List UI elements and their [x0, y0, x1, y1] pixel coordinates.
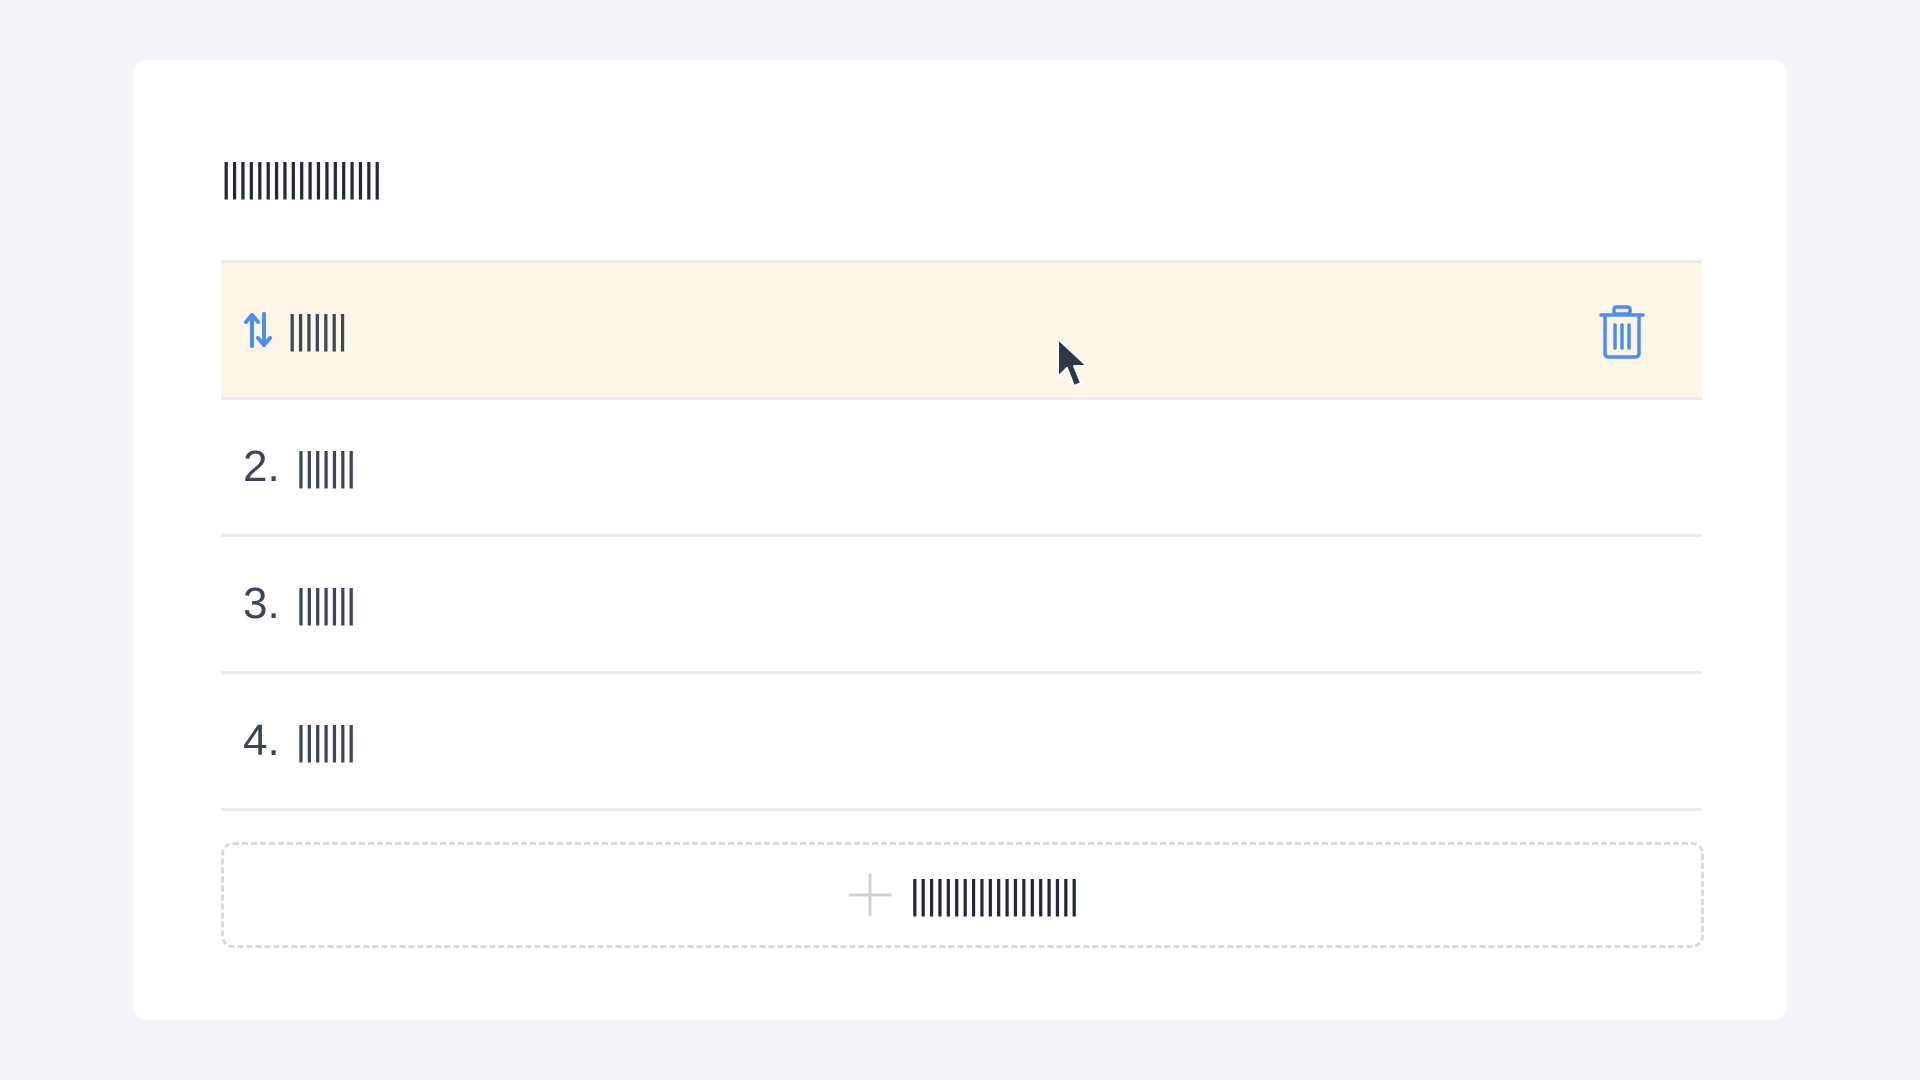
list-editor-card: ||||||||||||||||||| ||||||| [133, 60, 1787, 1020]
list-item-label: ||||||| [295, 581, 357, 626]
trash-icon[interactable] [1598, 305, 1646, 359]
list-item[interactable]: ||||||| [221, 263, 1702, 400]
list-item-label: ||||||| [295, 444, 357, 489]
section-title: ||||||||||||||||||| [221, 156, 382, 200]
list-item-label: ||||||| [295, 718, 357, 763]
list-item-label: ||||||| [287, 307, 348, 352]
add-item-label: |||||||||||||||||||| [909, 872, 1080, 917]
list-item-number: 2. [243, 442, 280, 491]
list-item[interactable]: 4. ||||||| [221, 674, 1702, 811]
plus-icon [848, 873, 892, 917]
add-item-button[interactable]: |||||||||||||||||||| [221, 842, 1704, 948]
list-item-number: 4. [243, 716, 280, 765]
list-item-number: 3. [243, 579, 280, 628]
mouse-pointer-icon [1057, 338, 1088, 387]
sort-arrows-icon[interactable] [243, 310, 273, 350]
list-item[interactable]: 2. ||||||| [221, 400, 1702, 537]
item-list: ||||||| 2. ||||||| 3. ||||||| 4. [221, 260, 1702, 811]
list-item[interactable]: 3. ||||||| [221, 537, 1702, 674]
